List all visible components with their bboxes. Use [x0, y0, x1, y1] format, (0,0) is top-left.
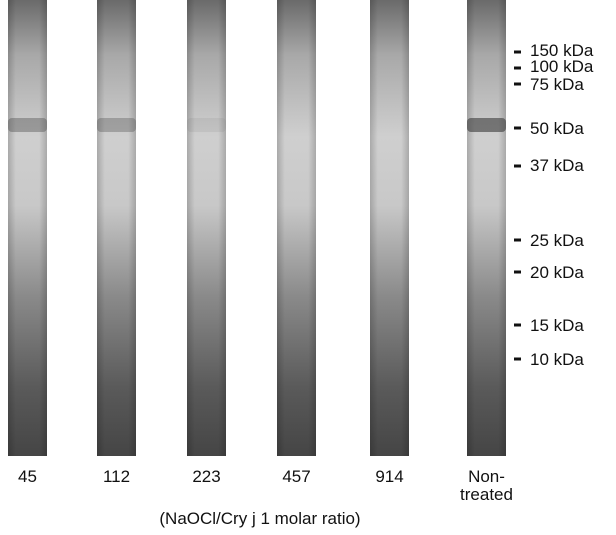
marker-label: 25 kDa	[530, 231, 584, 250]
protein-band	[187, 118, 226, 132]
marker-label: 15 kDa	[530, 316, 584, 335]
marker-label: 37 kDa	[530, 156, 584, 175]
lane-label: 45	[18, 467, 37, 486]
marker-label: 100 kDa	[530, 57, 594, 76]
lane-label: Non-	[468, 467, 505, 486]
lane-edge	[467, 0, 506, 456]
lane-edge	[277, 0, 316, 456]
gel-figure: (NaOCl/Cry j 1 molar ratio) 45 112 223 457 9…	[0, 0, 616, 535]
caption: (NaOCl/Cry j 1 molar ratio)	[159, 509, 360, 528]
lane-label: 914	[375, 467, 403, 486]
marker-label: 10 kDa	[530, 350, 584, 369]
marker-label: 50 kDa	[530, 119, 584, 138]
protein-band	[97, 118, 136, 132]
lane-edge	[370, 0, 409, 456]
lane-label: 457	[282, 467, 310, 486]
protein-band	[467, 118, 506, 132]
lane-label: 223	[192, 467, 220, 486]
protein-band	[8, 118, 47, 132]
lane-label: treated	[460, 485, 513, 504]
lane-edge	[97, 0, 136, 456]
marker-label: 75 kDa	[530, 75, 584, 94]
lane-edge	[8, 0, 47, 456]
lane-label: 112	[103, 467, 130, 486]
lane-edge	[187, 0, 226, 456]
marker-label: 20 kDa	[530, 263, 584, 282]
